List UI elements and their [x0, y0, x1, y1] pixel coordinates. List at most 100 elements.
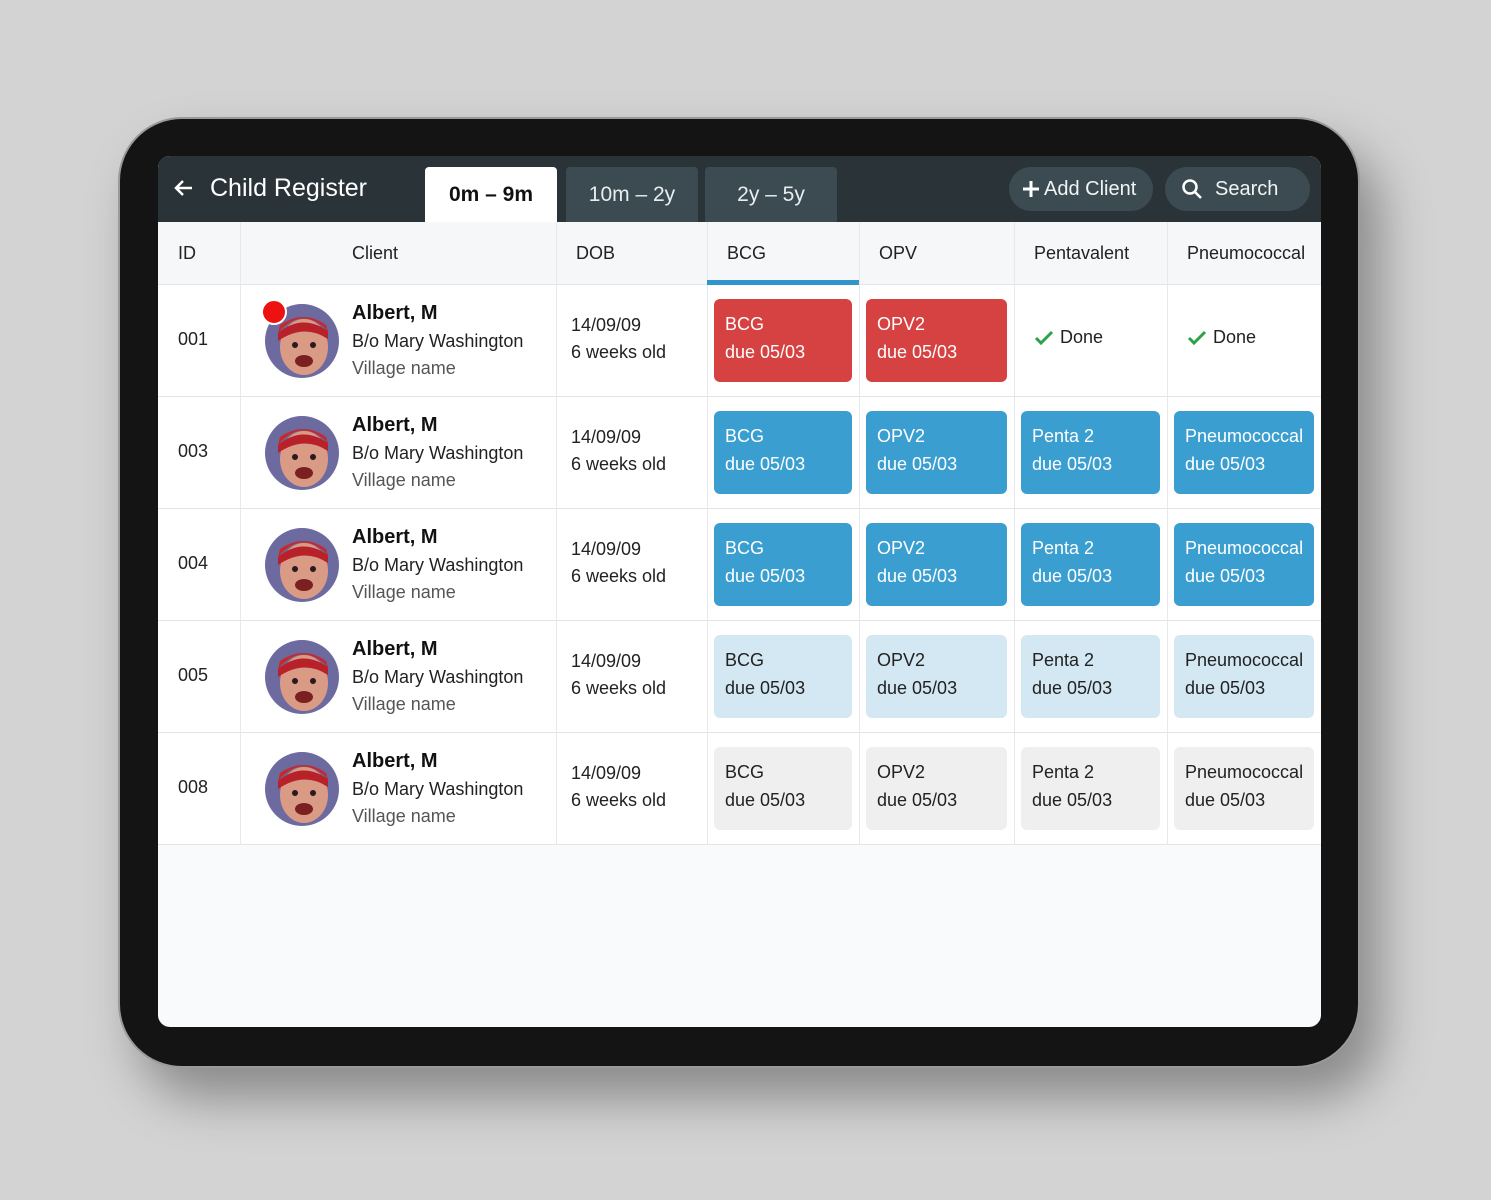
client-village: Village name: [352, 806, 456, 826]
check-icon: [1034, 330, 1054, 345]
column-title: Pneumococcal: [1187, 242, 1306, 263]
done-text: Done: [1060, 327, 1104, 347]
dob: 14/09/09: [571, 427, 642, 447]
vaccine-cell[interactable]: BCG due 05/03: [714, 299, 852, 382]
vaccine-text: BCG: [725, 426, 765, 446]
vaccine-text: Pneumococcal: [1185, 426, 1304, 446]
column-title: ID: [178, 242, 196, 263]
add-client-label: Add Client: [1044, 177, 1137, 200]
vaccine-text: due 05/03: [725, 342, 806, 362]
screen: Child Register Add Client Search 0m – 9m…: [158, 156, 1321, 1027]
vaccine-cell[interactable]: Pneumococcal due 05/03: [1174, 411, 1314, 494]
done-text: Done: [1213, 327, 1257, 347]
vaccine-text: due 05/03: [877, 342, 958, 362]
vaccine-text: OPV2: [877, 314, 926, 334]
avatar: [265, 416, 339, 490]
vaccine-text: due 05/03: [725, 566, 806, 586]
column-divider: [1167, 222, 1168, 845]
done-cell: Done: [1187, 327, 1256, 348]
column-title: DOB: [576, 242, 616, 263]
vaccine-cell[interactable]: Pneumococcal due 05/03: [1174, 523, 1314, 606]
vaccine-cell[interactable]: BCG due 05/03: [714, 747, 852, 830]
vaccine-text: due 05/03: [1032, 678, 1113, 698]
vaccine-text: BCG: [725, 650, 765, 670]
title: Child Register: [210, 174, 368, 202]
alert-dot: [261, 299, 287, 325]
vaccine-cell[interactable]: BCG due 05/03: [714, 523, 852, 606]
client-village: Village name: [352, 694, 456, 714]
vaccine-cell[interactable]: BCG due 05/03: [714, 411, 852, 494]
age-tab[interactable]: 10m – 2y: [566, 167, 698, 222]
age: 6 weeks old: [571, 790, 667, 810]
back-arrow[interactable]: [174, 178, 194, 198]
column-title: Client: [352, 242, 399, 263]
vaccine-text: due 05/03: [1032, 454, 1113, 474]
vaccine-text: Penta 2: [1032, 538, 1095, 558]
vaccine-text: Penta 2: [1032, 762, 1095, 782]
search-button[interactable]: Search: [1165, 167, 1310, 211]
vaccine-text: due 05/03: [1185, 678, 1266, 698]
vaccine-text: BCG: [725, 314, 765, 334]
vaccine-text: due 05/03: [725, 790, 806, 810]
client-parent: B/o Mary Washington: [352, 443, 524, 463]
age-tab[interactable]: 0m – 9m: [425, 167, 557, 222]
search-label: Search: [1215, 177, 1279, 200]
vaccine-text: Pneumococcal: [1185, 650, 1304, 670]
app-bar: Child Register Add Client Search 0m – 9m…: [158, 156, 1321, 222]
dob: 14/09/09: [571, 651, 642, 671]
client-id: 008: [178, 777, 209, 797]
vaccine-cell[interactable]: OPV2 due 05/03: [866, 299, 1007, 382]
vaccine-cell[interactable]: Penta 2 due 05/03: [1021, 635, 1160, 718]
vaccine-cell[interactable]: OPV2 due 05/03: [866, 523, 1007, 606]
vaccine-cell[interactable]: Penta 2 due 05/03: [1021, 411, 1160, 494]
avatar: [265, 304, 339, 378]
client-id: 004: [178, 553, 209, 573]
vaccine-cell[interactable]: OPV2 due 05/03: [866, 411, 1007, 494]
vaccine-cell[interactable]: Pneumococcal due 05/03: [1174, 747, 1314, 830]
table-row: 001 Albert, M B/o Mary Washington Village n…: [158, 285, 1321, 397]
client-id: 005: [178, 665, 209, 685]
vaccine-text: due 05/03: [725, 454, 806, 474]
age: 6 weeks old: [571, 566, 667, 586]
vaccine-cell[interactable]: BCG due 05/03: [714, 635, 852, 718]
vaccine-text: due 05/03: [1185, 566, 1266, 586]
age: 6 weeks old: [571, 678, 667, 698]
table-row: 005 Albert, M B/o Mary Washington Village n…: [158, 621, 1321, 733]
vaccine-text: due 05/03: [877, 566, 958, 586]
column-divider: [859, 222, 860, 845]
vaccine-text: OPV2: [877, 762, 926, 782]
column-header: ID Client DOB BCG OPV Pentavalent Pneumococcal: [158, 222, 1321, 286]
age-tab[interactable]: 2y – 5y: [705, 167, 837, 222]
client-id: 001: [178, 329, 209, 349]
table-row: 004 Albert, M B/o Mary Washington Village n…: [158, 509, 1321, 621]
column-divider: [1014, 222, 1015, 845]
vaccine-text: due 05/03: [877, 790, 958, 810]
vaccine-text: due 05/03: [725, 678, 806, 698]
avatar: [265, 640, 339, 714]
check-icon: [1187, 330, 1207, 345]
column-title: BCG: [727, 242, 767, 263]
add-client-button[interactable]: Add Client: [1009, 167, 1153, 211]
vaccine-cell[interactable]: OPV2 due 05/03: [866, 635, 1007, 718]
column-title: OPV: [879, 242, 918, 263]
vaccine-text: OPV2: [877, 538, 926, 558]
done-cell: Done: [1034, 327, 1103, 348]
vaccine-cell[interactable]: OPV2 due 05/03: [866, 747, 1007, 830]
client-name: Albert, M: [352, 526, 438, 548]
vaccine-text: BCG: [725, 762, 765, 782]
search-icon: [1182, 179, 1202, 199]
active-column-indicator: [707, 280, 859, 285]
vaccine-text: due 05/03: [1185, 790, 1266, 810]
vaccine-cell[interactable]: Pneumococcal due 05/03: [1174, 635, 1314, 718]
plus-icon: [1023, 181, 1039, 197]
age: 6 weeks old: [571, 454, 667, 474]
avatar: [265, 528, 339, 602]
vaccine-cell[interactable]: Penta 2 due 05/03: [1021, 523, 1160, 606]
vaccine-text: BCG: [725, 538, 765, 558]
client-parent: B/o Mary Washington: [352, 555, 524, 575]
client-parent: B/o Mary Washington: [352, 779, 524, 799]
client-village: Village name: [352, 358, 456, 378]
client-village: Village name: [352, 470, 456, 490]
vaccine-cell[interactable]: Penta 2 due 05/03: [1021, 747, 1160, 830]
